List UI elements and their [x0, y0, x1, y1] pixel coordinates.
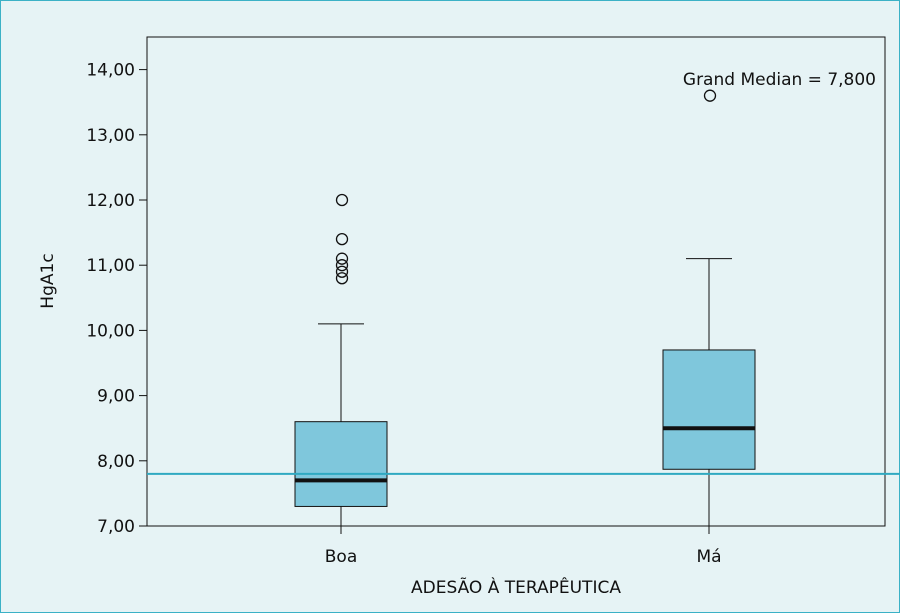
outlier-point: [703, 89, 717, 102]
boxes: [294, 89, 756, 526]
y-tick-label: 12,00: [86, 191, 135, 211]
y-tick-label: 13,00: [86, 126, 135, 146]
outlier-point: [335, 265, 349, 278]
y-tick-label: 14,00: [86, 61, 135, 81]
y-tick-label: 11,00: [86, 256, 135, 276]
y-tick-label: 9,00: [97, 387, 135, 407]
x-axis-categories: Boa Má: [325, 526, 722, 567]
y-tick-label: 7,00: [97, 517, 135, 537]
x-category-label: Má: [696, 547, 721, 567]
outlier-point: [335, 232, 349, 246]
y-tick-label: 8,00: [97, 452, 135, 472]
outlier-point: [335, 259, 349, 272]
outlier-point: [335, 252, 349, 265]
iqr-box: [662, 349, 756, 470]
grand-median-annotation: Grand Median = 7,800: [683, 70, 876, 90]
y-axis-ticks: 7,00 8,00 9,00 10,00 11,00 12,00 13,00 14,00: [86, 61, 147, 537]
plot-area: [146, 36, 886, 527]
y-axis-title: HgA1c: [38, 253, 58, 308]
box-boa: [294, 193, 388, 526]
box-má: [662, 89, 756, 526]
iqr-box: [294, 421, 388, 507]
y-tick-label: 10,00: [86, 321, 135, 341]
x-category-label: Boa: [325, 547, 357, 567]
outlier-point: [335, 272, 349, 285]
x-axis-title: ADESÃO À TERAPÊUTICA: [411, 576, 621, 598]
outlier-point: [335, 193, 349, 207]
